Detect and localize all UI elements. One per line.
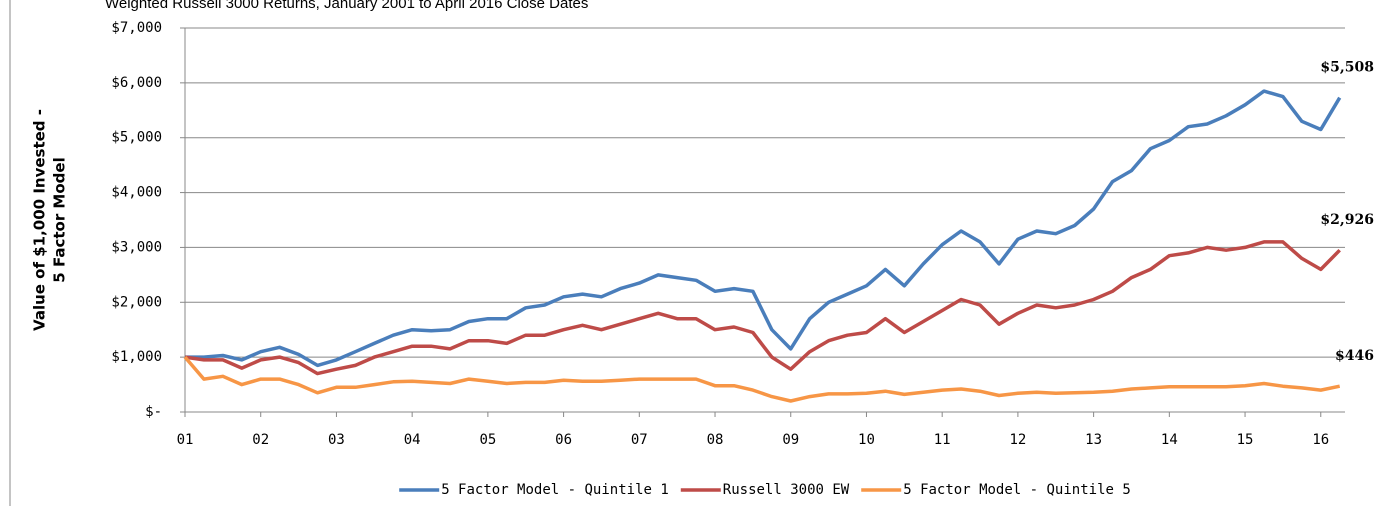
x-tick-label: 01 [177,432,194,448]
x-tick-label: 13 [1085,432,1102,448]
legend-label: 5 Factor Model - Quintile 5 [903,482,1131,498]
x-tick-label: 07 [631,432,648,448]
series-line [184,240,1341,376]
y-tick-label: $5,000 [111,130,162,146]
series-line [183,355,1341,403]
x-tick-label: 08 [707,432,724,448]
x-tick-label: 05 [479,432,496,448]
x-tick-label: 11 [934,432,951,448]
x-tick-label: 02 [252,432,269,448]
x-tick-label: 16 [1312,432,1329,448]
end-label: $2,926 [1320,212,1374,228]
y-tick-label: $6,000 [111,75,162,91]
chart-title: Weighted Russell 3000 Returns, January 2… [105,0,588,12]
x-tick-label: 14 [1161,432,1178,448]
y-axis-title-line: 5 Factor Model [51,157,69,282]
legend-label: Russell 3000 EW [723,482,850,498]
x-tick-label: 06 [555,432,572,448]
y-tick-label: $1,000 [111,349,162,365]
end-label: $5,508 [1320,60,1374,76]
legend-label: 5 Factor Model - Quintile 1 [441,482,669,498]
x-tick-label: 09 [782,432,799,448]
x-tick-label: 10 [858,432,875,448]
y-tick-label: $4,000 [111,185,162,201]
y-tick-label: $7,000 [111,20,162,36]
y-tick-label: $3,000 [111,239,162,255]
y-axis-title-line: Value of $1,000 Invested - [31,109,49,331]
x-tick-label: 15 [1237,432,1254,448]
end-label: $446 [1335,348,1374,364]
x-tick-label: 04 [404,432,421,448]
x-tick-label: 03 [328,432,345,448]
y-tick-label: $- [145,404,162,420]
y-tick-label: $2,000 [111,294,162,310]
y-axis-title: Value of $1,000 Invested - 5 Factor Mode… [31,109,69,331]
series-line [185,89,1342,368]
x-tick-label: 12 [1009,432,1026,448]
